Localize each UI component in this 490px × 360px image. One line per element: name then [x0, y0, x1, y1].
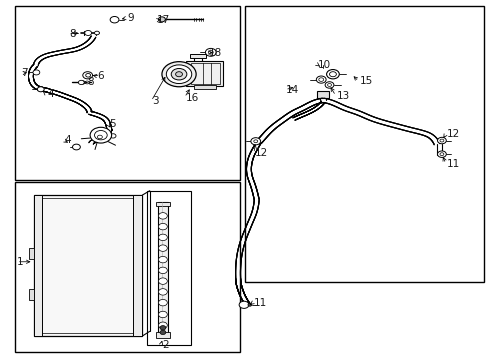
Text: 18: 18 — [208, 48, 221, 58]
Circle shape — [325, 82, 334, 88]
Circle shape — [440, 139, 444, 142]
Text: 4: 4 — [47, 89, 54, 99]
Bar — [34, 195, 143, 336]
Text: 9: 9 — [128, 13, 134, 23]
Circle shape — [438, 151, 446, 157]
Circle shape — [159, 213, 167, 219]
Circle shape — [175, 72, 182, 77]
Text: 10: 10 — [318, 59, 331, 69]
Bar — [156, 332, 170, 338]
Bar — [158, 202, 168, 334]
Text: 13: 13 — [337, 91, 350, 101]
Circle shape — [78, 80, 84, 85]
Circle shape — [159, 278, 167, 284]
Text: 6: 6 — [98, 71, 104, 81]
Circle shape — [159, 17, 165, 22]
Circle shape — [37, 87, 44, 92]
Circle shape — [73, 144, 80, 150]
Bar — [28, 289, 34, 300]
Text: 7: 7 — [21, 68, 28, 78]
Circle shape — [85, 81, 89, 84]
Circle shape — [251, 138, 261, 145]
Circle shape — [317, 76, 326, 83]
Circle shape — [159, 289, 167, 295]
Text: 1: 1 — [17, 257, 24, 267]
Text: 15: 15 — [360, 76, 373, 86]
Circle shape — [85, 31, 92, 36]
Bar — [34, 195, 42, 336]
Circle shape — [83, 72, 93, 79]
Circle shape — [110, 17, 119, 23]
Circle shape — [162, 62, 196, 87]
Circle shape — [160, 325, 166, 330]
Bar — [191, 63, 220, 84]
Text: 4: 4 — [64, 135, 71, 145]
Bar — [147, 191, 191, 345]
Bar — [245, 6, 485, 282]
Bar — [190, 54, 206, 58]
Text: 5: 5 — [109, 120, 116, 129]
Circle shape — [159, 300, 167, 306]
Circle shape — [95, 131, 107, 140]
Bar — [37, 198, 139, 333]
Text: 11: 11 — [447, 159, 460, 169]
Circle shape — [438, 137, 446, 144]
Circle shape — [239, 301, 249, 309]
Bar — [156, 202, 170, 206]
Bar — [28, 248, 34, 259]
Text: 3: 3 — [152, 96, 159, 106]
Bar — [15, 6, 240, 180]
Circle shape — [254, 140, 258, 143]
Circle shape — [159, 322, 167, 328]
Text: 12: 12 — [447, 129, 460, 139]
Circle shape — [166, 65, 192, 84]
Bar — [186, 61, 223, 86]
Circle shape — [110, 134, 116, 138]
Text: 8: 8 — [69, 29, 76, 39]
Bar — [133, 195, 143, 336]
Circle shape — [159, 234, 167, 240]
Circle shape — [159, 224, 167, 230]
Circle shape — [319, 78, 324, 81]
Circle shape — [90, 127, 112, 143]
Circle shape — [159, 245, 167, 251]
Circle shape — [98, 135, 102, 139]
Circle shape — [33, 70, 40, 75]
Bar — [318, 91, 329, 98]
Circle shape — [330, 72, 336, 77]
Circle shape — [159, 256, 167, 263]
Text: 12: 12 — [255, 148, 268, 158]
Text: 16: 16 — [185, 93, 198, 103]
Circle shape — [95, 31, 99, 35]
Circle shape — [159, 267, 167, 274]
Circle shape — [328, 84, 331, 86]
Circle shape — [205, 48, 216, 56]
Circle shape — [440, 153, 444, 156]
Bar — [194, 85, 216, 89]
Circle shape — [86, 73, 91, 77]
Circle shape — [248, 303, 252, 306]
Circle shape — [160, 330, 166, 334]
Text: 8: 8 — [88, 77, 94, 87]
Circle shape — [208, 50, 213, 54]
Text: 11: 11 — [254, 298, 267, 308]
Circle shape — [171, 68, 187, 80]
Text: 14: 14 — [286, 85, 299, 95]
Text: 17: 17 — [157, 15, 171, 26]
Bar — [15, 182, 240, 352]
Text: 2: 2 — [162, 340, 169, 350]
Circle shape — [159, 311, 167, 318]
Circle shape — [327, 69, 339, 79]
